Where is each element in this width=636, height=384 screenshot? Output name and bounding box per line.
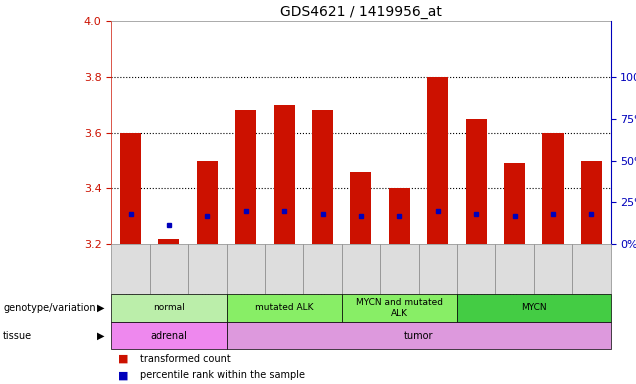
Text: ▶: ▶ (97, 303, 105, 313)
Bar (235, 110, 256, 244)
Bar (543, 132, 563, 244)
Bar (427, 77, 448, 244)
Bar (120, 132, 141, 244)
Text: tissue: tissue (3, 331, 32, 341)
Bar (581, 161, 602, 244)
Text: genotype/variation: genotype/variation (3, 303, 96, 313)
Bar (197, 161, 218, 244)
Text: mutated ALK: mutated ALK (255, 303, 314, 313)
Text: percentile rank within the sample: percentile rank within the sample (140, 370, 305, 380)
Text: MYCN: MYCN (521, 303, 546, 313)
Bar (466, 119, 487, 244)
Text: adrenal: adrenal (151, 331, 188, 341)
Text: normal: normal (153, 303, 185, 313)
Text: tumor: tumor (404, 331, 433, 341)
Text: transformed count: transformed count (140, 354, 231, 364)
Text: ■: ■ (118, 354, 128, 364)
Bar (273, 105, 294, 244)
Bar (158, 238, 179, 244)
Text: MYCN and mutated
ALK: MYCN and mutated ALK (356, 298, 443, 318)
Bar (312, 110, 333, 244)
Text: ■: ■ (118, 370, 128, 380)
Bar (350, 172, 371, 244)
Title: GDS4621 / 1419956_at: GDS4621 / 1419956_at (280, 5, 442, 19)
Bar (389, 189, 410, 244)
Bar (504, 163, 525, 244)
Text: ▶: ▶ (97, 331, 105, 341)
